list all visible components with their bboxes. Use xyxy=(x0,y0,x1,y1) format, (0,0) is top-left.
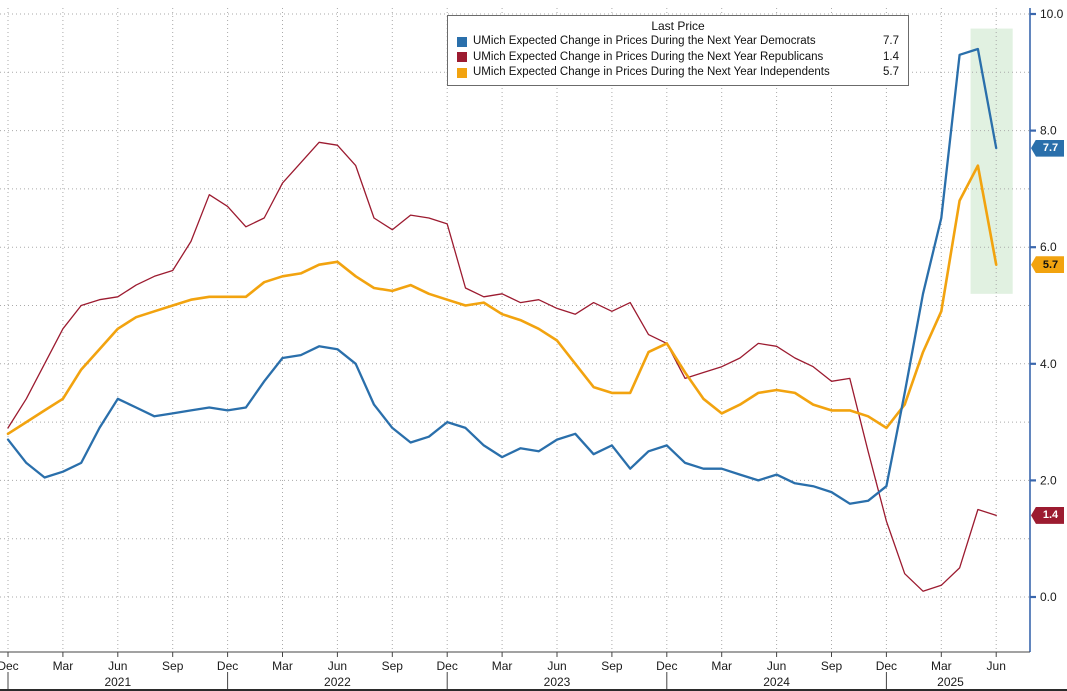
democrats-swatch-icon xyxy=(457,36,467,47)
x-month-label: Jun xyxy=(108,659,127,673)
x-month-label: Mar xyxy=(272,659,293,673)
x-year-label: 2024 xyxy=(763,675,790,689)
x-month-label: Jun xyxy=(767,659,786,673)
x-month-label: Mar xyxy=(492,659,513,673)
y-tick-label: 4.0 xyxy=(1040,357,1057,371)
y-tick-label: 8.0 xyxy=(1040,124,1057,138)
independents-price-badge: 5.7 xyxy=(1031,256,1064,274)
republicans-last-price: 1.4 xyxy=(883,50,899,63)
x-year-label: 2023 xyxy=(544,675,571,689)
x-month-label: Mar xyxy=(931,659,952,673)
legend-box: Last Price UMich Expected Change in Pric… xyxy=(447,15,909,86)
x-axis: Dec Mar Jun Sep Dec Mar Jun Sep Dec Mar Jun Sep Dec M… xyxy=(0,651,1030,689)
x-year-label: 2021 xyxy=(104,675,131,689)
y-tick-label: 10.0 xyxy=(1040,7,1064,21)
x-month-label: Dec xyxy=(876,659,897,673)
republicans-line xyxy=(7,141,997,592)
y-axis: 0.0 2.0 4.0 6.0 8.0 10.0 xyxy=(1029,7,1064,652)
x-month-label: Sep xyxy=(382,659,404,673)
democrats-line xyxy=(6,47,998,505)
y-tick-label: 0.0 xyxy=(1040,590,1057,604)
y-tick-label: 2.0 xyxy=(1040,473,1057,487)
recent-highlight-band xyxy=(970,28,1013,294)
x-month-label: Sep xyxy=(601,659,623,673)
x-month-label: Dec xyxy=(437,659,458,673)
x-year-label: 2025 xyxy=(937,675,964,689)
x-month-label: Mar xyxy=(711,659,732,673)
x-month-label: Sep xyxy=(821,659,843,673)
republicans-price-badge-value: 1.4 xyxy=(1042,509,1059,522)
democrats-series-label: UMich Expected Change in Prices During t… xyxy=(473,35,816,47)
republicans-swatch-icon xyxy=(457,52,467,63)
independents-line xyxy=(6,164,998,436)
legend-row-independents: UMich Expected Change in Prices During t… xyxy=(457,65,899,81)
x-month-label: Sep xyxy=(162,659,184,673)
republicans-series-label: UMich Expected Change in Prices During t… xyxy=(473,50,824,63)
democrats-last-price: 7.7 xyxy=(883,35,899,47)
gridlines xyxy=(0,8,1030,652)
legend-row-democrats: UMich Expected Change in Prices During t… xyxy=(457,34,899,50)
x-month-label: Dec xyxy=(656,659,677,673)
legend-title: Last Price xyxy=(651,19,705,33)
y-tick-label: 6.0 xyxy=(1040,240,1057,254)
x-month-label: Jun xyxy=(328,659,347,673)
x-month-label: Jun xyxy=(547,659,566,673)
democrats-price-badge: 7.7 xyxy=(1031,139,1064,157)
independents-series-label: UMich Expected Change in Prices During t… xyxy=(473,66,830,78)
independents-price-badge-value: 5.7 xyxy=(1042,258,1059,271)
independents-last-price: 5.7 xyxy=(883,66,899,78)
democrats-price-badge-value: 7.7 xyxy=(1042,142,1059,155)
independents-swatch-icon xyxy=(457,67,467,78)
x-month-label: Dec xyxy=(217,659,238,673)
x-year-label: 2022 xyxy=(324,675,351,689)
republicans-price-badge: 1.4 xyxy=(1031,506,1064,524)
x-month-label: Dec xyxy=(0,659,19,673)
legend-row-republicans: UMich Expected Change in Prices During t… xyxy=(457,50,899,66)
x-month-label: Jun xyxy=(987,659,1006,673)
x-month-label: Mar xyxy=(53,659,74,673)
